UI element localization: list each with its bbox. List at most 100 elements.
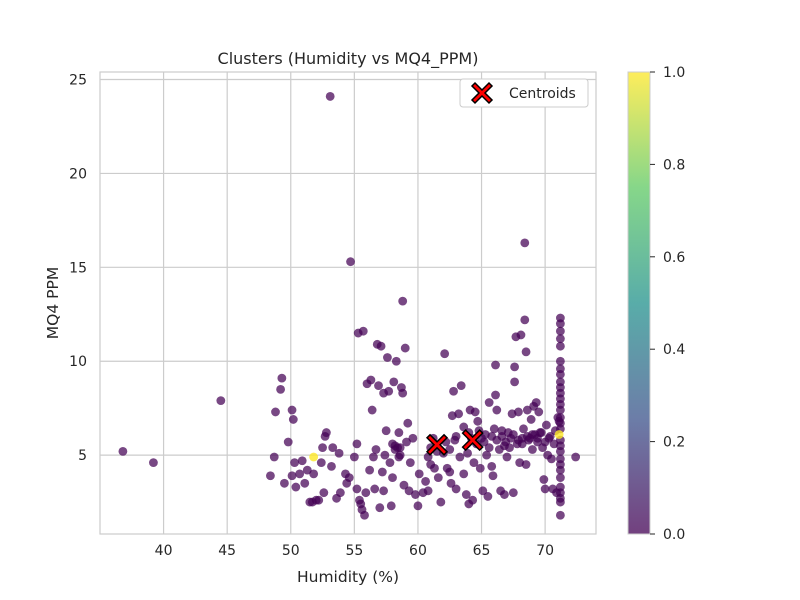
- data-point-cluster-0: [390, 441, 400, 451]
- x-tick-label: 60: [409, 543, 427, 559]
- data-point-cluster-0: [540, 437, 550, 447]
- colorbar-tick-label: 0.8: [663, 157, 685, 173]
- x-tick-label: 45: [218, 543, 236, 559]
- data-point-cluster-0: [319, 488, 329, 498]
- data-point-cluster-0: [491, 360, 500, 370]
- data-point-cluster-0: [497, 426, 507, 436]
- data-point-cluster-0: [555, 326, 565, 336]
- data-point-cluster-0: [288, 415, 298, 424]
- data-point-cluster-0: [321, 428, 331, 437]
- colorbar-tick-label: 0.6: [663, 250, 685, 266]
- x-tick-label: 50: [282, 543, 300, 559]
- grid-lines: [100, 72, 596, 534]
- data-point-cluster-0: [449, 386, 458, 396]
- data-point-cluster-0: [445, 467, 455, 477]
- data-point-cluster-0: [478, 486, 488, 496]
- data-point-cluster-0: [555, 510, 565, 520]
- colorbar-tick-label: 0.4: [663, 342, 685, 358]
- x-axis-label: Humidity (%): [297, 568, 399, 586]
- y-tick-labels: 5 10 15 20 25: [69, 73, 87, 465]
- data-point-cluster-0: [555, 334, 565, 344]
- data-point-cluster-0: [334, 448, 344, 458]
- colorbar-tick-label: 1.0: [663, 65, 685, 81]
- data-point-cluster-0: [400, 343, 410, 353]
- data-point-cluster-0: [468, 495, 478, 505]
- data-point-cluster-0: [386, 501, 396, 511]
- data-point-cluster-0: [280, 478, 289, 488]
- data-point-cluster-0: [346, 257, 355, 267]
- data-point-cluster-0: [536, 428, 546, 437]
- data-point-cluster-0: [430, 463, 439, 473]
- data-point-cluster-0: [365, 465, 375, 475]
- data-point-cluster-0: [394, 452, 404, 462]
- data-point-cluster-0: [454, 409, 464, 419]
- data-point-cluster-0: [519, 424, 528, 434]
- data-point-cluster-0: [510, 377, 520, 387]
- plot-frame: [99, 71, 597, 535]
- data-point-cluster-0: [399, 480, 409, 490]
- data-point-cluster-0: [555, 413, 565, 422]
- colorbar-bar: [628, 72, 650, 534]
- data-point-cluster-0: [555, 377, 565, 387]
- data-point-cluster-0: [492, 435, 502, 445]
- data-point-cluster-0: [318, 443, 327, 453]
- legend-centroid-icon: [470, 81, 494, 105]
- data-points: [118, 92, 581, 520]
- data-point-cluster-0: [547, 454, 556, 464]
- y-tick-label: 10: [69, 354, 87, 370]
- data-point-cluster-0: [433, 473, 443, 483]
- data-point-cluster-0: [297, 456, 307, 466]
- data-point-cluster-0: [277, 373, 287, 383]
- data-point-cluster-0: [404, 486, 414, 496]
- centroid-marker: [461, 429, 484, 452]
- data-point-cluster-0: [487, 461, 497, 471]
- data-point-cluster-0: [370, 484, 380, 494]
- data-point-cluster-1: [554, 430, 564, 439]
- data-point-cluster-0: [520, 315, 530, 325]
- data-point-cluster-0: [484, 443, 494, 453]
- data-point-cluster-0: [500, 490, 509, 499]
- data-point-cluster-0: [388, 473, 397, 483]
- data-point-cluster-0: [510, 362, 520, 372]
- data-point-cluster-0: [269, 452, 279, 462]
- data-point-cluster-0: [526, 415, 536, 424]
- data-point-cluster-0: [555, 482, 565, 492]
- data-point-cluster-0: [381, 426, 391, 436]
- data-point-cluster-0: [436, 497, 446, 507]
- data-point-cluster-0: [366, 375, 376, 385]
- data-point-cluster-0: [484, 398, 494, 407]
- data-point-cluster-0: [446, 478, 456, 488]
- data-point-cluster-0: [360, 510, 369, 520]
- data-point-cluster-0: [540, 484, 550, 494]
- data-point-cluster-0: [383, 353, 392, 362]
- data-point-cluster-0: [376, 341, 386, 351]
- x-tick-labels: 40 45 50 55 60 65 70: [155, 543, 554, 559]
- data-point-cluster-0: [327, 461, 336, 471]
- data-point-cluster-0: [389, 377, 399, 387]
- data-point-cluster-0: [149, 458, 158, 468]
- colorbar-ticks: 0.0 0.2 0.4 0.6 0.8 1.0: [650, 65, 685, 543]
- data-point-cluster-0: [385, 458, 395, 468]
- data-point-cluster-0: [402, 437, 411, 447]
- data-point-cluster-0: [475, 463, 485, 473]
- centroid-marker: [425, 433, 449, 456]
- colorbar-tick-label: 0.0: [663, 527, 685, 543]
- data-point-cluster-0: [520, 238, 530, 248]
- data-point-cluster-0: [459, 422, 469, 432]
- data-point-cluster-0: [358, 326, 368, 336]
- legend: Centroids: [459, 78, 589, 108]
- data-point-cluster-0: [266, 471, 275, 481]
- data-point-cluster-0: [352, 439, 362, 449]
- data-point-cluster-0: [374, 381, 383, 391]
- data-point-cluster-0: [473, 416, 483, 426]
- data-point-cluster-0: [290, 458, 299, 468]
- data-point-cluster-0: [571, 452, 581, 462]
- data-point-cluster-0: [489, 424, 499, 434]
- y-tick-label: 20: [69, 166, 87, 182]
- data-point-cluster-0: [531, 398, 541, 407]
- data-point-cluster-0: [411, 490, 420, 499]
- chart-title: Clusters (Humidity vs MQ4_PPM): [218, 49, 479, 69]
- data-point-cluster-0: [555, 341, 565, 351]
- data-point-cluster-0: [216, 396, 226, 406]
- data-point-cluster-0: [423, 486, 433, 496]
